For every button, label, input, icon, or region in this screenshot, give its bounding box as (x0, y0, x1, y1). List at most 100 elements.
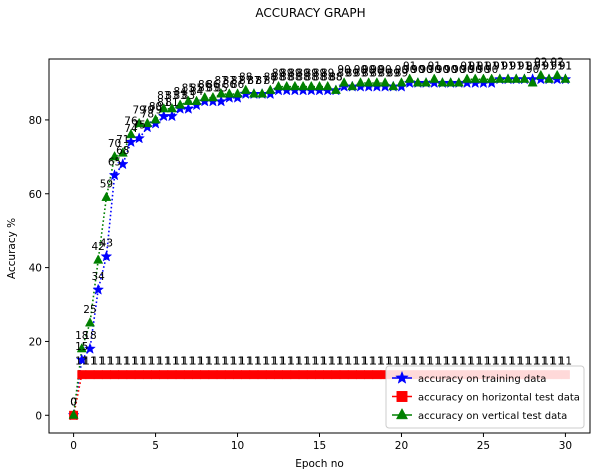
data-label-0: 78 (141, 108, 154, 120)
data-point-2 (158, 103, 169, 113)
data-label-0: 91 (493, 60, 506, 72)
data-point-2 (429, 73, 440, 83)
data-label-2: 79 (132, 105, 145, 117)
data-point-2 (166, 103, 177, 113)
data-point-1 (126, 370, 136, 380)
data-point-1 (167, 370, 177, 380)
chart-title: ACCURACY GRAPH (255, 6, 365, 20)
data-point-2 (355, 77, 366, 87)
data-label-1: 11 (239, 356, 252, 368)
legend-marker (396, 391, 408, 402)
data-label-0: 85 (206, 82, 219, 94)
data-point-1 (216, 370, 226, 380)
data-label-1: 11 (460, 356, 473, 368)
x-tick-label: 20 (395, 440, 408, 452)
data-label-0: 91 (501, 60, 514, 72)
data-point-2 (421, 77, 432, 87)
data-point-1 (208, 370, 218, 380)
data-label-1: 11 (477, 356, 490, 368)
data-label-2: 86 (198, 79, 212, 91)
data-label-2: 76 (124, 116, 138, 128)
data-label-0: 88 (321, 71, 334, 83)
data-point-1 (364, 370, 374, 380)
data-point-0 (182, 102, 195, 114)
data-label-0: 91 (526, 60, 539, 72)
data-point-1 (151, 370, 161, 380)
data-point-2 (150, 114, 161, 124)
legend: accuracy on training data accuracy on hor… (385, 365, 585, 429)
data-label-0: 89 (387, 68, 400, 80)
data-label-0: 84 (190, 86, 204, 98)
data-label-0: 90 (477, 64, 490, 76)
data-point-1 (315, 370, 324, 380)
data-point-1 (331, 370, 341, 380)
data-point-2 (248, 88, 259, 98)
data-point-2 (257, 88, 268, 98)
data-point-2 (339, 77, 350, 87)
data-point-2 (330, 84, 341, 94)
y-tick-label: 20 (29, 336, 42, 348)
data-point-2 (298, 80, 309, 91)
y-tick-label: 60 (29, 189, 42, 201)
data-point-2 (494, 73, 505, 83)
data-label-1: 11 (247, 356, 260, 368)
data-point-2 (306, 80, 317, 91)
x-tick-label: 30 (559, 440, 572, 452)
data-point-1 (323, 370, 333, 380)
data-label-1: 11 (214, 356, 227, 368)
data-label-2: 70 (108, 138, 121, 150)
legend-item: accuracy on horizontal test data (392, 391, 580, 404)
data-point-0 (92, 283, 105, 295)
data-label-2: 90 (370, 64, 383, 76)
data-point-1 (249, 370, 259, 380)
data-label-0: 87 (239, 75, 252, 87)
data-point-1 (282, 370, 292, 380)
data-point-0 (215, 95, 228, 107)
x-axis-label: Epoch no (295, 458, 344, 470)
data-point-2 (478, 73, 489, 83)
data-label-0: 18 (83, 330, 96, 342)
data-label-2: 89 (305, 68, 318, 80)
data-label-0: 81 (157, 97, 170, 109)
data-label-1: 11 (149, 356, 162, 368)
data-point-1 (159, 370, 169, 380)
data-point-2 (388, 80, 399, 91)
data-label-0: 90 (452, 64, 465, 76)
data-label-1: 11 (264, 356, 277, 368)
data-point-2 (101, 191, 112, 201)
x-tick-label: 15 (313, 440, 326, 452)
data-label-2: 91 (469, 60, 482, 72)
x-tick-label: 0 (70, 440, 77, 452)
data-label-0: 90 (411, 64, 424, 76)
data-label-1: 11 (255, 356, 268, 368)
data-label-0: 79 (149, 105, 162, 117)
data-label-2: 71 (116, 134, 129, 146)
legend-box (385, 365, 585, 429)
data-point-1 (175, 370, 185, 380)
data-point-1 (298, 370, 308, 380)
data-label-2: 91 (428, 60, 441, 72)
data-label-1: 11 (370, 356, 383, 368)
data-label-0: 34 (91, 271, 105, 283)
data-label-1: 11 (272, 356, 285, 368)
data-point-0 (166, 110, 178, 122)
data-point-2 (117, 147, 128, 157)
data-label-1: 11 (173, 356, 186, 368)
data-point-2 (265, 84, 276, 94)
data-label-1: 11 (165, 356, 178, 368)
data-label-0: 91 (510, 60, 523, 72)
x-tick-label: 25 (477, 440, 490, 452)
data-point-2 (519, 73, 530, 83)
data-point-1 (372, 370, 382, 380)
data-point-2 (142, 117, 153, 128)
data-label-0: 90 (444, 64, 457, 76)
y-axis-label: Accuracy % (6, 218, 18, 279)
data-label-1: 11 (485, 356, 498, 368)
data-label-1: 11 (223, 356, 236, 368)
legend-item: accuracy on training data (392, 370, 546, 385)
data-point-2 (322, 80, 333, 91)
data-label-1: 11 (542, 356, 555, 368)
data-label-1: 11 (518, 356, 531, 368)
data-point-1 (339, 370, 349, 380)
